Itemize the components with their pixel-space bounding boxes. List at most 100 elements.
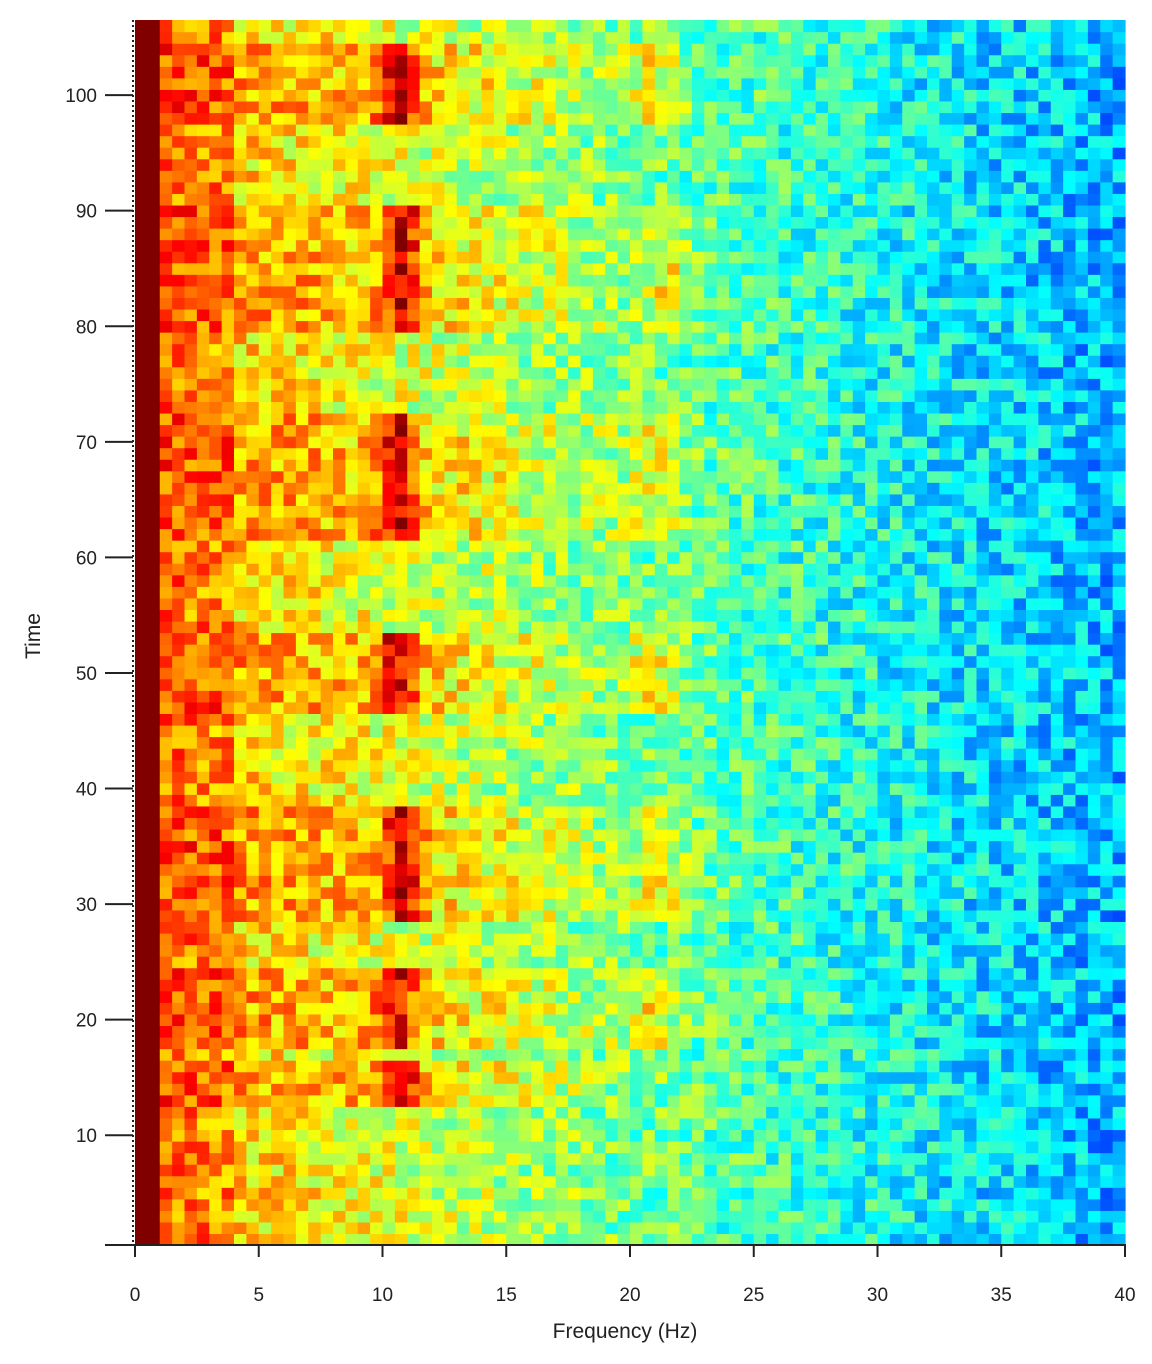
heatmap-cell xyxy=(803,1175,817,1188)
heatmap-cell xyxy=(964,655,978,668)
heatmap-cell xyxy=(580,979,594,992)
heatmap-cell xyxy=(456,979,470,992)
heatmap-cell xyxy=(790,528,804,541)
heatmap-cell xyxy=(642,713,656,726)
heatmap-cell xyxy=(592,632,606,645)
heatmap-cell xyxy=(852,1117,866,1131)
heatmap-cell xyxy=(518,1002,532,1015)
heatmap-cell xyxy=(555,1002,569,1015)
heatmap-cell xyxy=(778,1129,792,1142)
heatmap-cell xyxy=(469,1233,483,1246)
heatmap-cell xyxy=(493,886,507,899)
heatmap-cell xyxy=(704,1002,718,1015)
heatmap-cell xyxy=(271,1071,285,1084)
heatmap-cell xyxy=(407,979,421,992)
heatmap-cell xyxy=(592,678,606,691)
heatmap-cell xyxy=(964,1106,978,1119)
heatmap-cell xyxy=(1050,828,1064,842)
heatmap-cell xyxy=(493,1164,507,1177)
heatmap-cell xyxy=(803,655,817,668)
heatmap-cell xyxy=(617,1187,631,1200)
heatmap-cell xyxy=(469,701,483,714)
heatmap-cell xyxy=(320,1152,334,1165)
heatmap-cell xyxy=(803,1129,817,1142)
heatmap-cell xyxy=(320,1036,334,1050)
heatmap-cell xyxy=(889,1071,903,1084)
heatmap-cell xyxy=(914,586,928,599)
heatmap-cell xyxy=(295,1210,309,1223)
heatmap-cell xyxy=(271,736,285,749)
heatmap-cell xyxy=(667,644,681,657)
heatmap-cell xyxy=(1013,667,1027,680)
heatmap-cell xyxy=(333,1002,346,1015)
heatmap-cell xyxy=(370,921,384,934)
heatmap-cell xyxy=(1026,748,1039,761)
heatmap-cell xyxy=(543,1210,557,1223)
heatmap-cell xyxy=(679,932,693,946)
heatmap-cell xyxy=(407,1221,421,1235)
heatmap-cell xyxy=(667,990,681,1003)
heatmap-cell xyxy=(394,667,408,680)
heatmap-cell xyxy=(753,1094,767,1107)
heatmap-cell xyxy=(493,713,507,726)
heatmap-cell xyxy=(852,540,866,553)
heatmap-cell xyxy=(555,921,569,934)
heatmap-cell xyxy=(766,736,780,749)
heatmap-cell xyxy=(927,1071,940,1084)
heatmap-cell xyxy=(778,655,792,668)
heatmap-cell xyxy=(518,1152,532,1165)
heatmap-cell xyxy=(766,1002,780,1015)
heatmap-cell xyxy=(320,1002,334,1015)
heatmap-cell xyxy=(135,1025,148,1038)
heatmap-cell xyxy=(840,620,854,634)
heatmap-cell xyxy=(691,932,705,946)
heatmap-cell xyxy=(1001,1129,1015,1142)
heatmap-cell xyxy=(852,563,866,576)
heatmap-cell xyxy=(147,1198,161,1211)
heatmap-cell xyxy=(493,1083,507,1096)
heatmap-cell xyxy=(258,1117,272,1131)
heatmap-cell xyxy=(1112,1036,1126,1050)
heatmap-cell xyxy=(543,956,557,969)
heatmap-cell xyxy=(630,597,643,610)
heatmap-cell xyxy=(828,1060,841,1073)
heatmap-cell xyxy=(667,563,681,576)
heatmap-cell xyxy=(939,1152,953,1165)
heatmap-cell xyxy=(271,678,285,691)
heatmap-cell xyxy=(184,609,198,622)
heatmap-cell xyxy=(555,748,569,761)
heatmap-cell xyxy=(493,1013,507,1027)
heatmap-cell xyxy=(283,967,297,980)
heatmap-cell xyxy=(493,852,507,865)
heatmap-cell xyxy=(679,678,693,691)
heatmap-cell xyxy=(753,828,767,842)
heatmap-cell xyxy=(1026,817,1039,830)
heatmap-cell xyxy=(766,1025,780,1038)
heatmap-cell xyxy=(630,921,643,934)
heatmap-cell xyxy=(902,956,916,969)
heatmap-cell xyxy=(667,540,681,553)
heatmap-cell xyxy=(333,1221,346,1235)
heatmap-cell xyxy=(506,1140,520,1154)
heatmap-cell xyxy=(221,817,235,830)
heatmap-cell xyxy=(642,863,656,876)
heatmap-cell xyxy=(1087,1198,1101,1211)
heatmap-cell xyxy=(456,817,470,830)
heatmap-cell xyxy=(617,1013,631,1027)
heatmap-cell xyxy=(543,990,557,1003)
heatmap-cell xyxy=(308,967,322,980)
heatmap-cell xyxy=(246,690,260,703)
heatmap-cell xyxy=(543,944,557,957)
heatmap-cell xyxy=(716,1152,730,1165)
heatmap-cell xyxy=(382,563,396,576)
heatmap-cell xyxy=(234,724,247,738)
heatmap-cell xyxy=(976,620,990,634)
heatmap-cell xyxy=(840,875,854,888)
heatmap-cell xyxy=(568,1198,582,1211)
heatmap-cell xyxy=(654,1094,668,1107)
heatmap-cell xyxy=(964,713,978,726)
heatmap-cell xyxy=(877,667,891,680)
heatmap-cell xyxy=(679,1013,693,1027)
heatmap-cell xyxy=(852,898,866,911)
heatmap-cell xyxy=(642,852,656,865)
